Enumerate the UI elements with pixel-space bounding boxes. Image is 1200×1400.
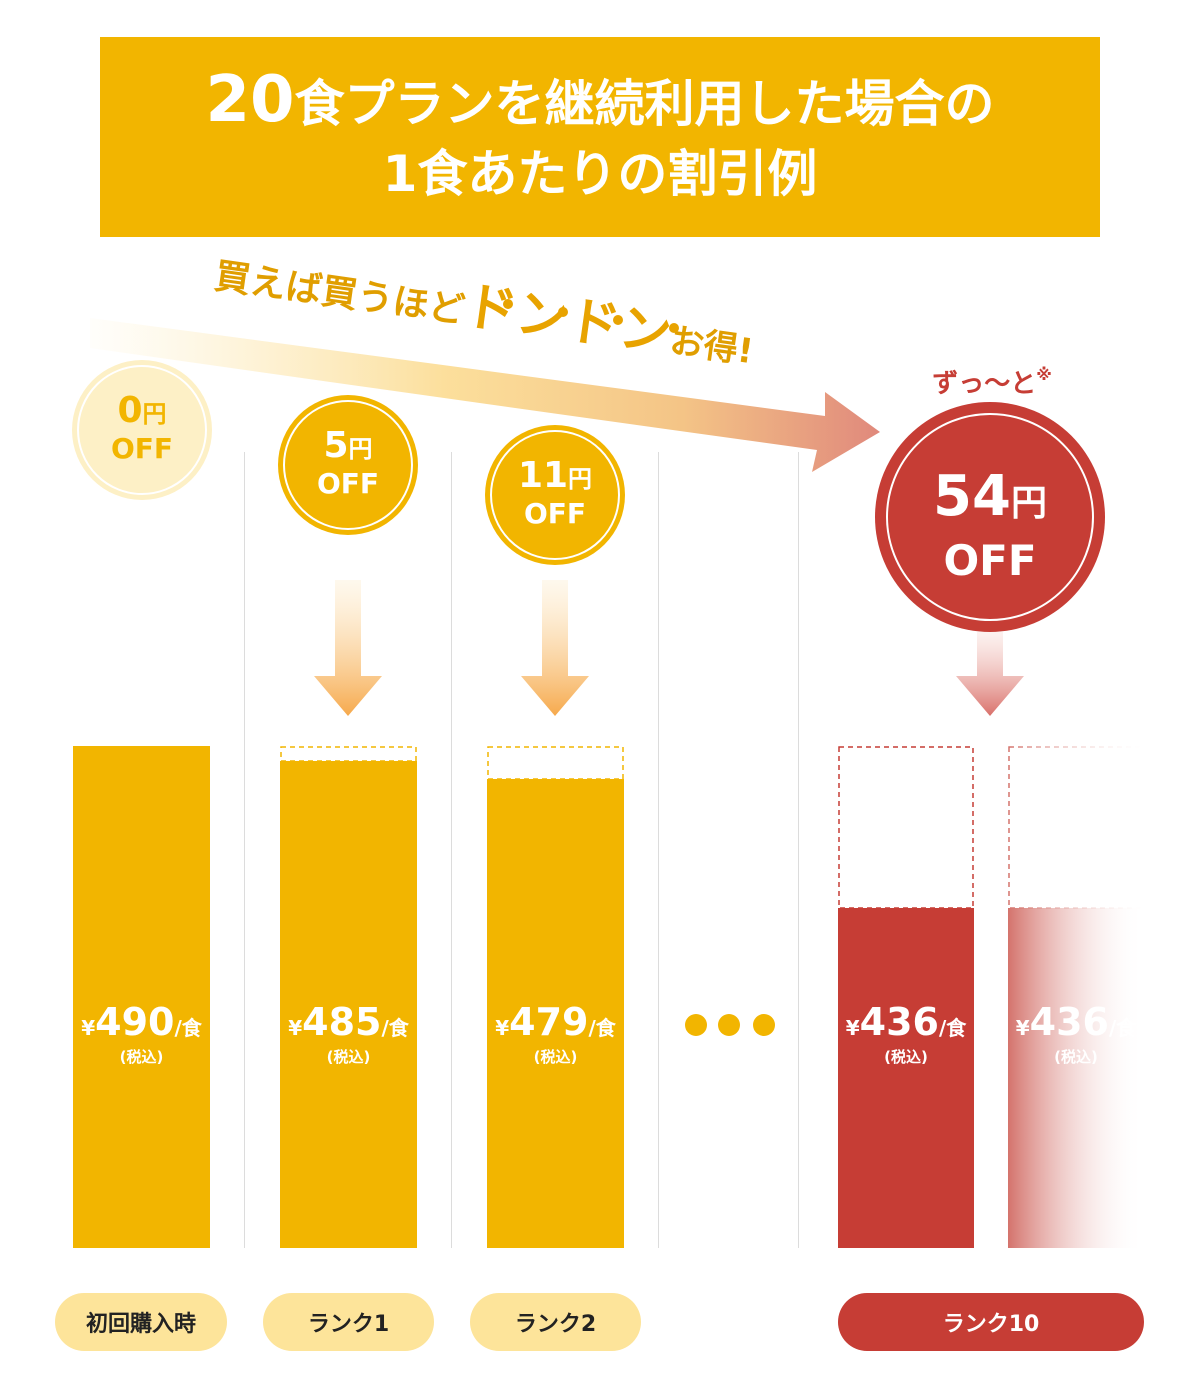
tax-label-4: (税込) [884, 1048, 928, 1066]
zutto-note-mark: ※ [1036, 365, 1052, 384]
title-line-1-text: 食プランを継続利用した場合の [294, 75, 995, 133]
badge-ring-1 [283, 400, 413, 530]
title-banner: 20食プランを継続利用した場合の 1食あたりの割引例 [100, 37, 1100, 237]
badge-circle-4 [875, 402, 1105, 632]
tax-label-1: (税込) [327, 1048, 371, 1066]
badge-number-1: 5 [323, 425, 348, 466]
discount-outline-5 [1008, 746, 1144, 909]
price-yen-0: ¥ [81, 1016, 95, 1040]
tax-label-2: (税込) [534, 1048, 578, 1066]
badge-unit-4: 円 [1011, 483, 1047, 524]
badge-off-1: OFF [317, 467, 379, 500]
down-arrow-rank1 [314, 580, 382, 716]
banner-emphasis: ドンドン [461, 276, 675, 364]
price-label-4: ¥436/食 [846, 1000, 968, 1044]
price-value-4: 436 [860, 1000, 939, 1044]
price-yen-2: ¥ [495, 1016, 509, 1040]
category-label-initial: 初回購入時 [55, 1293, 227, 1351]
price-unit-4: /食 [939, 1016, 967, 1040]
price-label-5: ¥436/食 [1016, 1000, 1138, 1044]
badge-unit-2: 円 [568, 465, 592, 493]
badge-amount-4: 54円 [933, 464, 1047, 529]
badge-amount-1: 5円 [323, 425, 372, 466]
discount-outline-1 [280, 746, 417, 762]
title-number: 20 [205, 63, 295, 137]
discount-outline-2 [487, 746, 624, 780]
banner-main: 買えば買うほど [212, 256, 467, 332]
tax-label-5: (税込) [1054, 1048, 1098, 1066]
bar-5 [1008, 908, 1144, 1248]
price-value-2: 479 [509, 1000, 588, 1044]
title-line-1: 20食プランを継続利用した場合の [205, 65, 994, 139]
discount-outline-4 [838, 746, 974, 909]
badge-circle-2 [485, 425, 625, 565]
banner-suffix: お得! [667, 321, 755, 372]
badge-ring-0 [77, 365, 207, 495]
bar-1 [280, 761, 417, 1248]
badge-ring-4 [886, 413, 1094, 621]
badge-number-4: 54 [933, 464, 1011, 529]
category-label-rank2: ランク2 [470, 1293, 641, 1351]
price-yen-1: ¥ [288, 1016, 302, 1040]
price-value-5: 436 [1030, 1000, 1109, 1044]
bar-0 [73, 746, 210, 1248]
badge-off-2: OFF [524, 497, 586, 530]
zutto-label: ずっ〜と※ [932, 365, 1052, 399]
price-yen-5: ¥ [1016, 1016, 1030, 1040]
price-value-1: 485 [302, 1000, 381, 1044]
price-label-0: ¥490/食 [81, 1000, 203, 1044]
badge-number-0: 0 [117, 390, 142, 431]
badge-circle-0 [72, 360, 212, 500]
ellipsis-dots [685, 1014, 775, 1036]
discount-badge-4: 54円 OFF [875, 402, 1105, 632]
category-label-rank1: ランク1 [263, 1293, 434, 1351]
badge-off-0: OFF [111, 432, 173, 465]
trend-arrow [90, 318, 880, 472]
price-label-2: ¥479/食 [495, 1000, 617, 1044]
emphasis-dots [503, 299, 679, 333]
badge-ring-2 [490, 430, 620, 560]
badge-circle-1 [278, 395, 418, 535]
column-separators [244, 452, 799, 1248]
price-unit-5: /食 [1109, 1016, 1137, 1040]
price-unit-1: /食 [381, 1016, 409, 1040]
price-unit-2: /食 [588, 1016, 616, 1040]
price-label-1: ¥485/食 [288, 1000, 410, 1044]
badge-amount-2: 11円 [518, 455, 592, 496]
price-unit-0: /食 [174, 1016, 202, 1040]
bar-4 [838, 908, 974, 1248]
price-yen-4: ¥ [846, 1016, 860, 1040]
price-value-0: 490 [95, 1000, 174, 1044]
badge-number-2: 11 [518, 455, 568, 496]
badge-off-4: OFF [943, 536, 1036, 585]
bar-2 [487, 779, 624, 1248]
badge-unit-1: 円 [349, 435, 373, 463]
tax-label-0: (税込) [120, 1048, 164, 1066]
down-arrow-rank2 [521, 580, 589, 716]
badge-unit-0: 円 [143, 400, 167, 428]
down-arrow-rank10 [956, 632, 1024, 716]
zutto-text: ずっ〜と [932, 369, 1036, 399]
category-label-rank10: ランク10 [838, 1293, 1144, 1351]
title-line-2: 1食あたりの割引例 [382, 145, 818, 203]
badge-amount-0: 0円 [117, 390, 166, 431]
